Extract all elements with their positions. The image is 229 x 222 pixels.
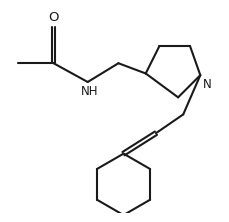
- Text: O: O: [48, 11, 59, 24]
- Text: NH: NH: [80, 85, 98, 98]
- Text: N: N: [202, 78, 211, 91]
